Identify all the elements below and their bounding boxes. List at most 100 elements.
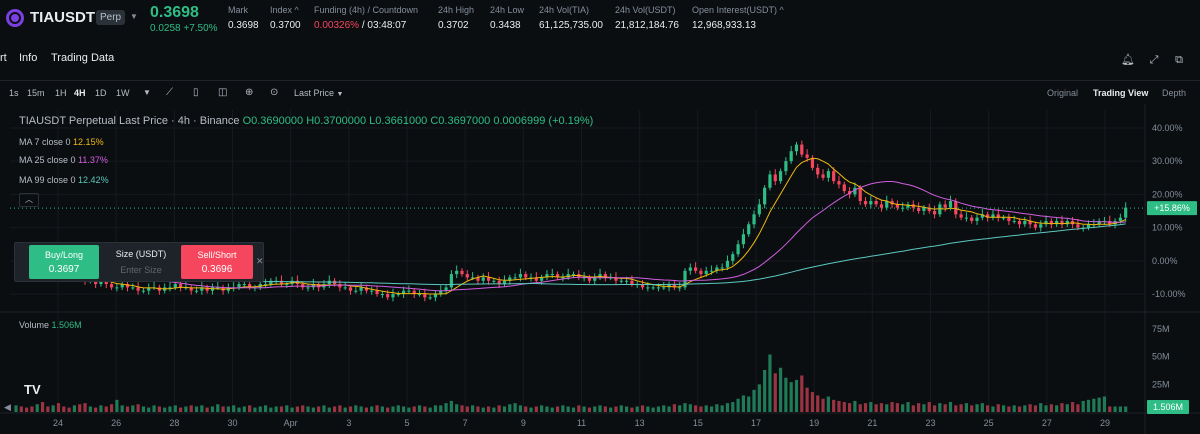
candle — [115, 287, 119, 289]
time-tick-label: 23 — [925, 418, 935, 428]
volume-bar — [51, 405, 55, 412]
camera-icon[interactable]: ◫ — [218, 87, 228, 98]
buy-long-button[interactable]: Buy/Long 0.3697 — [29, 245, 99, 279]
volume-bar — [78, 404, 82, 412]
volume-bar — [550, 407, 554, 412]
volume-bar — [205, 407, 209, 412]
symbol-dropdown-icon[interactable]: ▼ — [130, 12, 138, 21]
candle — [662, 287, 666, 289]
volume-bar — [757, 384, 761, 412]
candle — [423, 294, 427, 298]
ma99-legend[interactable]: MA 99 close 0 12.42% — [19, 175, 109, 185]
stat-value: 61,125,735.00 — [539, 20, 603, 31]
timeframe-dropdown-icon[interactable]: ▼ — [143, 88, 151, 97]
timeframe-1h[interactable]: 1H — [55, 88, 67, 98]
volume-bar — [248, 405, 252, 412]
add-indicator-icon[interactable]: ⊕ — [245, 87, 254, 98]
volume-bar — [184, 406, 188, 412]
volume-bar — [380, 406, 384, 412]
volume-bar — [630, 407, 634, 412]
price-chart[interactable]: 40.00% 30.00% 20.00% 10.00% 0.00% -10.00% 75M 5… — [0, 104, 1200, 434]
candle — [731, 254, 735, 261]
collapse-legend-button[interactable]: ︿ — [19, 193, 39, 207]
candle-type-icon[interactable]: ▯ — [193, 87, 199, 98]
quick-order-panel: Buy/Long 0.3697 Size (USDT) Enter Size S… — [14, 242, 264, 282]
volume-bar — [1070, 402, 1075, 412]
candle — [1023, 220, 1027, 225]
volume-bar — [529, 407, 533, 412]
close-icon[interactable]: ✕ — [256, 256, 264, 266]
volume-bar — [401, 406, 406, 412]
candle — [932, 211, 937, 215]
volume-bar — [1028, 404, 1032, 412]
volume-bar — [524, 406, 528, 412]
ticker-bar: TIAUSDT Perp ▼ 0.3698 0.0258 +7.50% Mark… — [0, 0, 1200, 40]
time-tick-label: 26 — [111, 418, 121, 428]
timeframe-1d[interactable]: 1D — [95, 88, 107, 98]
sell-short-button[interactable]: Sell/Short 0.3696 — [181, 245, 253, 279]
volume-bar — [736, 398, 740, 412]
stat-label: Mark — [228, 5, 248, 15]
volume-bar — [83, 403, 87, 412]
bell-icon[interactable]: 🔔︎ — [1121, 54, 1135, 66]
volume-bar — [258, 406, 262, 412]
tab-chart[interactable]: rt — [0, 52, 7, 64]
timeframe-1s[interactable]: 1s — [9, 88, 19, 98]
stat-open-interest[interactable]: Open Interest(USDT) ^ 12,968,933.13 — [692, 5, 784, 31]
volume-tick-label: 50M — [1152, 352, 1170, 362]
volume-bar — [858, 404, 862, 412]
timeframe-1w[interactable]: 1W — [116, 88, 130, 98]
view-trading-view[interactable]: Trading View — [1093, 88, 1149, 98]
price-type-select[interactable]: Last Price ▼ — [294, 88, 343, 98]
volume-bar — [704, 405, 708, 412]
volume-bars — [14, 354, 1128, 412]
volume-bar — [763, 369, 767, 412]
candle — [1086, 224, 1091, 228]
size-input[interactable]: Size (USDT) Enter Size — [105, 249, 177, 275]
volume-bar — [635, 406, 639, 412]
ma25-legend[interactable]: MA 25 close 0 11.37% — [19, 155, 108, 165]
volume-bar — [455, 404, 459, 412]
candle — [380, 294, 384, 296]
expand-icon[interactable]: ⤢ — [1149, 54, 1159, 66]
candle — [885, 201, 889, 208]
stat-index[interactable]: Index ^ 0.3700 — [270, 5, 301, 31]
ma7-legend[interactable]: MA 7 close 0 12.15% — [19, 137, 104, 147]
candle — [237, 284, 241, 288]
volume-bar — [1033, 405, 1038, 412]
stat-24h-vol-tia: 24h Vol(TIA) 61,125,735.00 — [539, 5, 603, 31]
volume-bar — [216, 404, 220, 412]
view-depth[interactable]: Depth — [1162, 88, 1187, 98]
funding-rate: 0.00326% — [314, 20, 360, 31]
candle — [216, 287, 220, 289]
stat-mark: Mark 0.3698 — [228, 5, 259, 31]
ma25-line — [15, 181, 1126, 292]
candle — [704, 270, 708, 275]
drawing-tools-icon[interactable]: ⟋ — [166, 87, 173, 98]
ma7-line — [15, 157, 1126, 295]
volume-bar — [624, 406, 629, 412]
volume-bar — [322, 405, 326, 412]
popout-icon[interactable]: ⧉ — [1175, 54, 1183, 66]
volume-bar — [694, 405, 698, 412]
tab-trading-data[interactable]: Trading Data — [51, 52, 115, 64]
view-original[interactable]: Original — [1047, 88, 1079, 98]
candle — [800, 144, 804, 155]
current-volume-tag — [1147, 400, 1189, 414]
candle — [471, 277, 475, 279]
volume-bar — [242, 406, 246, 412]
volume-bar — [518, 405, 523, 412]
timeframe-15m[interactable]: 15m — [27, 88, 45, 98]
time-tick-label: 5 — [404, 418, 409, 428]
tab-info[interactable]: Info — [19, 52, 38, 64]
symbol-name[interactable]: TIAUSDT — [30, 9, 95, 26]
candle — [789, 151, 793, 162]
candle — [354, 290, 358, 292]
candle — [725, 260, 730, 268]
candle — [778, 171, 783, 182]
settings-icon[interactable]: ⊙ — [270, 87, 279, 98]
timeframe-4h[interactable]: 4H — [74, 88, 86, 98]
candle — [603, 274, 607, 278]
volume-bar — [667, 406, 671, 412]
stat-value: 0.3698 — [228, 20, 259, 31]
